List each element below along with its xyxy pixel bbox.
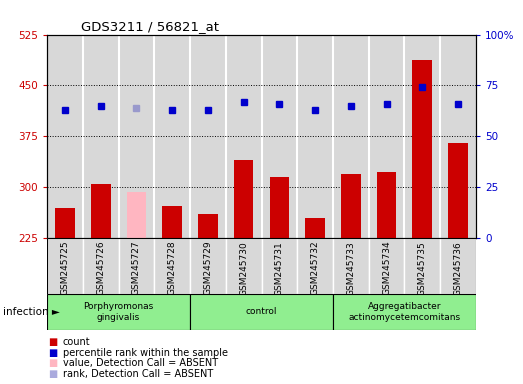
- Bar: [119, 35, 154, 238]
- Text: GSM245733: GSM245733: [346, 241, 355, 296]
- Text: GSM245732: GSM245732: [311, 241, 320, 296]
- Bar: [448, 143, 468, 238]
- Text: control: control: [246, 308, 277, 316]
- Bar: [440, 35, 476, 238]
- Text: GDS3211 / 56821_at: GDS3211 / 56821_at: [82, 20, 219, 33]
- Text: GSM245728: GSM245728: [168, 241, 177, 296]
- Text: GSM245730: GSM245730: [239, 241, 248, 296]
- Bar: [369, 238, 404, 294]
- Text: Aggregatibacter
actinomycetemcomitans: Aggregatibacter actinomycetemcomitans: [348, 302, 461, 322]
- Bar: [119, 238, 154, 294]
- Text: count: count: [63, 337, 90, 347]
- Bar: [190, 294, 333, 330]
- Bar: [47, 294, 190, 330]
- Text: percentile rank within the sample: percentile rank within the sample: [63, 348, 228, 358]
- Bar: [413, 60, 432, 238]
- Bar: [369, 35, 404, 238]
- Text: ■: ■: [48, 337, 57, 347]
- Bar: [234, 160, 254, 238]
- Bar: [226, 238, 262, 294]
- Bar: [83, 35, 119, 238]
- Bar: [190, 35, 226, 238]
- Bar: [47, 35, 83, 238]
- Bar: [190, 238, 226, 294]
- Bar: [162, 206, 182, 238]
- Bar: [297, 35, 333, 238]
- Bar: [198, 214, 218, 238]
- Text: ■: ■: [48, 348, 57, 358]
- Text: GSM245725: GSM245725: [61, 241, 70, 296]
- Bar: [55, 207, 75, 238]
- Text: GSM245729: GSM245729: [203, 241, 212, 296]
- Bar: [127, 192, 146, 238]
- Bar: [154, 35, 190, 238]
- Bar: [154, 238, 190, 294]
- Bar: [262, 35, 297, 238]
- Text: GSM245727: GSM245727: [132, 241, 141, 296]
- Bar: [226, 35, 262, 238]
- Bar: [333, 35, 369, 238]
- Text: GSM245734: GSM245734: [382, 241, 391, 296]
- Bar: [404, 35, 440, 238]
- Bar: [262, 238, 297, 294]
- Text: GSM245735: GSM245735: [418, 241, 427, 296]
- Bar: [341, 174, 361, 238]
- Text: GSM245731: GSM245731: [275, 241, 284, 296]
- Bar: [440, 238, 476, 294]
- Text: ■: ■: [48, 358, 57, 368]
- Bar: [377, 172, 396, 238]
- Bar: [83, 238, 119, 294]
- Bar: [305, 218, 325, 238]
- Bar: [404, 238, 440, 294]
- Text: Porphyromonas
gingivalis: Porphyromonas gingivalis: [84, 302, 154, 322]
- Bar: [297, 238, 333, 294]
- Bar: [269, 177, 289, 238]
- Bar: [47, 238, 83, 294]
- Text: GSM245726: GSM245726: [96, 241, 105, 296]
- Bar: [333, 238, 369, 294]
- Text: infection ►: infection ►: [3, 307, 60, 317]
- Text: GSM245736: GSM245736: [453, 241, 462, 296]
- Text: ■: ■: [48, 369, 57, 379]
- Text: rank, Detection Call = ABSENT: rank, Detection Call = ABSENT: [63, 369, 213, 379]
- Bar: [333, 294, 476, 330]
- Text: value, Detection Call = ABSENT: value, Detection Call = ABSENT: [63, 358, 218, 368]
- Bar: [91, 184, 110, 238]
